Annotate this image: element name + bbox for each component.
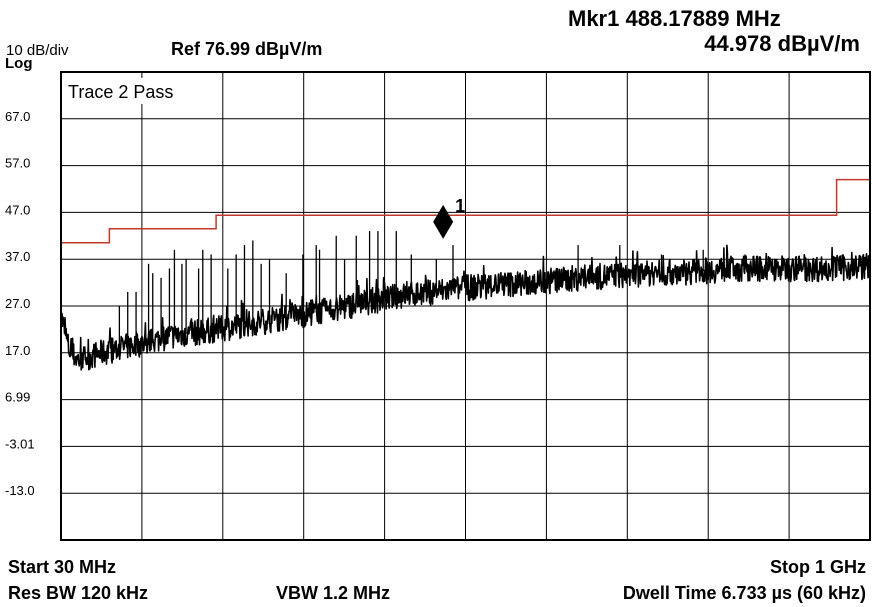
marker-1: 1 [433, 196, 465, 239]
tick-label-bg [2, 484, 57, 498]
y-tick-label: -3.01 [5, 436, 35, 451]
tick-label-bg [2, 343, 57, 357]
tick-label-bg [2, 437, 57, 451]
marker-frequency-readout: Mkr1 488.17889 MHz [568, 6, 781, 31]
grid [61, 72, 870, 540]
tick-label-bg [2, 250, 57, 264]
y-tick-label: -13.0 [5, 483, 35, 498]
tick-label-bg [2, 390, 57, 404]
trace-status-annotation: Trace 2 Pass [68, 82, 173, 102]
marker-amplitude-readout: 44.978 dBµV/m [704, 31, 860, 56]
plot-frame [60, 71, 871, 541]
tick-label-bg [2, 109, 57, 123]
dwell-time-label: Dwell Time 6.733 µs (60 kHz) [622, 583, 866, 603]
y-tick-label: 67.0 [5, 109, 30, 124]
trace-2 [60, 231, 871, 371]
y-tick-label: 37.0 [5, 249, 30, 264]
resolution-bandwidth-label: Res BW 120 kHz [8, 583, 149, 603]
tick-label-bg [2, 203, 57, 217]
y-tick-labels: 67.0 57.0 47.0 37.0 27.0 17.0 6.99 -3.01 -13.0 [2, 109, 57, 498]
stop-frequency-label: Stop 1 GHz [769, 557, 866, 577]
start-frequency-label: Start 30 MHz [8, 557, 117, 577]
marker-number: 1 [455, 196, 465, 216]
annotation-box [63, 78, 217, 104]
log-scale-label: Log [5, 55, 33, 72]
y-tick-label: 57.0 [5, 156, 30, 171]
limit-line [61, 178, 870, 244]
y-tick-label: 47.0 [5, 202, 30, 217]
tick-label-bg [2, 156, 57, 170]
tick-label-bg [2, 296, 57, 310]
limit-polyline [61, 178, 870, 244]
y-tick-label: 6.99 [5, 390, 30, 405]
y-tick-label: 27.0 [5, 296, 30, 311]
scale-label: 10 dB/div [6, 42, 69, 59]
marker-diamond [433, 204, 454, 239]
trace-polyline [60, 244, 871, 371]
video-bandwidth-label: VBW 1.2 MHz [276, 583, 391, 603]
y-tick-label: 17.0 [5, 343, 30, 358]
reference-level-label: Ref 76.99 dBµV/m [171, 39, 323, 59]
